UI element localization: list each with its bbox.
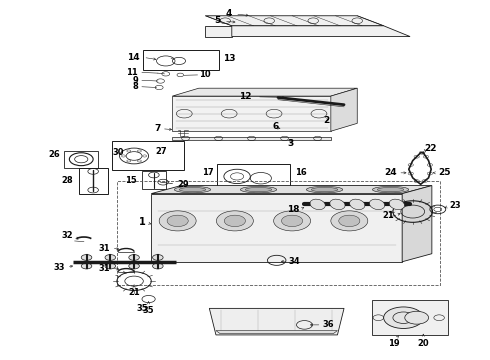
Circle shape [129,255,139,260]
Text: 32: 32 [62,231,74,240]
Polygon shape [151,194,402,262]
Bar [142,171,166,189]
Bar [64,150,98,168]
Circle shape [282,215,303,226]
Text: 14: 14 [127,53,139,62]
Bar [217,164,290,189]
Ellipse shape [372,186,409,193]
Text: 11: 11 [126,68,138,77]
Circle shape [159,211,196,231]
Circle shape [339,215,360,226]
Circle shape [167,215,188,226]
Text: 9: 9 [132,76,138,85]
Ellipse shape [350,199,365,210]
Text: 15: 15 [125,176,137,185]
Circle shape [81,263,92,269]
Ellipse shape [311,188,338,192]
Polygon shape [209,309,344,335]
Text: 21: 21 [383,211,394,220]
Circle shape [405,311,429,324]
Text: 8: 8 [132,82,138,91]
Text: 17: 17 [202,168,213,177]
Bar [78,168,108,194]
Text: 28: 28 [62,176,74,185]
Text: 25: 25 [438,168,450,177]
Circle shape [331,211,368,231]
Text: 1: 1 [139,217,146,227]
Text: 23: 23 [450,201,461,210]
Text: 5: 5 [214,16,220,25]
Polygon shape [216,330,338,333]
Text: 31: 31 [98,264,110,273]
Ellipse shape [245,188,272,192]
Circle shape [105,255,116,260]
Text: 19: 19 [389,338,400,347]
Ellipse shape [174,186,211,193]
Text: 27: 27 [156,147,168,156]
Ellipse shape [330,199,345,210]
Text: 22: 22 [425,144,437,153]
Polygon shape [205,16,384,26]
Text: 16: 16 [295,168,307,177]
Polygon shape [151,185,432,194]
Text: 30: 30 [112,148,123,157]
Text: 13: 13 [222,54,235,63]
Text: 33: 33 [54,263,65,272]
Circle shape [152,263,163,269]
Bar [117,181,441,285]
Ellipse shape [310,199,325,210]
Ellipse shape [369,199,385,210]
Text: 7: 7 [154,124,161,133]
Polygon shape [331,88,357,131]
Text: 29: 29 [178,180,189,189]
Text: 35: 35 [143,306,154,315]
Circle shape [129,263,139,269]
Circle shape [105,263,116,269]
Circle shape [224,215,245,226]
Polygon shape [372,301,448,335]
Ellipse shape [389,199,404,210]
Ellipse shape [377,188,404,192]
Text: 34: 34 [289,257,300,266]
Circle shape [81,255,92,260]
Polygon shape [172,96,331,131]
Circle shape [273,211,311,231]
Text: 20: 20 [417,338,429,347]
Polygon shape [172,137,331,140]
Circle shape [152,255,163,260]
Polygon shape [205,26,232,37]
Text: 36: 36 [323,320,335,329]
Circle shape [384,307,423,328]
Bar [112,141,184,170]
Text: 21: 21 [128,288,140,297]
Text: 10: 10 [199,71,210,80]
Ellipse shape [306,186,343,193]
Text: 4: 4 [225,9,232,18]
Text: 24: 24 [384,168,397,177]
Text: 18: 18 [287,205,299,214]
Text: 2: 2 [323,116,329,125]
Text: 26: 26 [49,150,60,159]
Text: 6: 6 [273,122,279,131]
Ellipse shape [179,188,206,192]
Circle shape [217,211,253,231]
Ellipse shape [241,186,277,193]
Polygon shape [232,26,410,37]
Polygon shape [402,185,432,262]
Text: 31: 31 [98,244,110,253]
Bar [143,50,219,69]
Text: 3: 3 [287,139,294,148]
Text: 35: 35 [137,304,148,313]
Polygon shape [172,88,357,96]
Text: 12: 12 [239,91,251,100]
